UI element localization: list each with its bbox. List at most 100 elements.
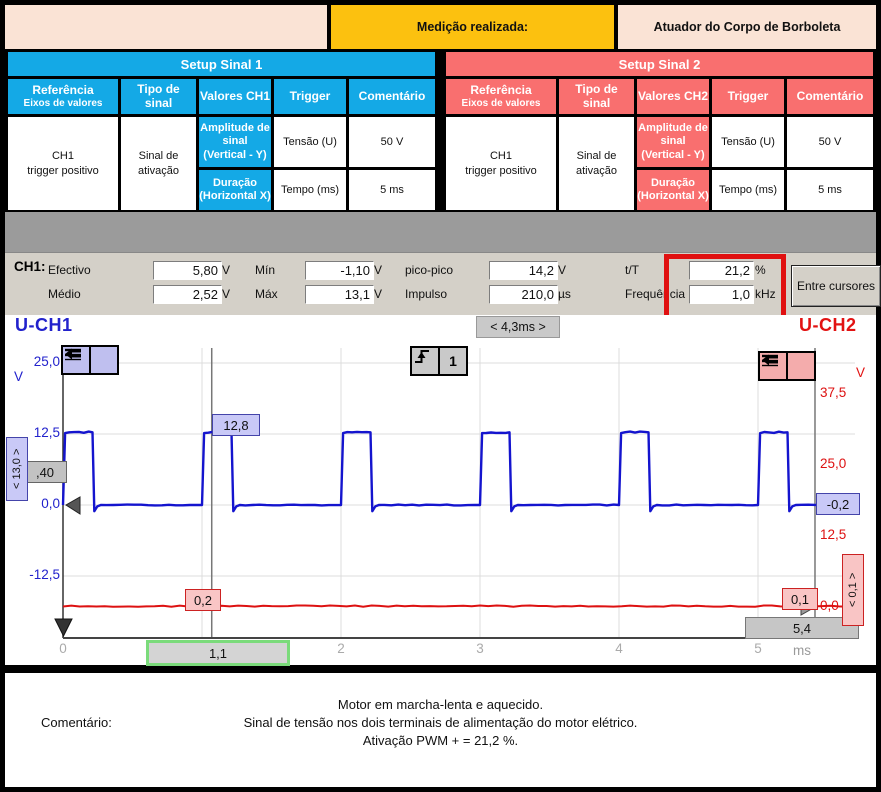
channel-label: CH1: xyxy=(14,259,46,274)
measurement-title-value: Atuador do Corpo de Borboleta xyxy=(618,5,876,49)
table1-col-trigger: Trigger xyxy=(274,79,346,114)
ch2-channel-label: U-CH2 xyxy=(799,315,857,335)
row-label-sub: (Vertical - Y) xyxy=(203,148,267,161)
x-tick-label: 4 xyxy=(615,641,623,656)
ch2-y-tick-label: 37,5 xyxy=(820,384,847,400)
setup-tables: Setup Sinal 1 Referência Eixos de valore… xyxy=(5,49,876,212)
frequencia-unit: kHz xyxy=(755,287,776,301)
table2-comentario-cell: Sinal de ativação xyxy=(559,117,634,210)
ch2-scale-controls xyxy=(758,351,816,381)
ch1-arrow-left-icon[interactable] xyxy=(65,345,119,375)
picopico-label: pico-pico xyxy=(405,263,454,277)
trigger-line1: CH1 xyxy=(489,150,512,163)
table2-amplitude-valor: 50 V xyxy=(787,117,873,167)
table2-col-referencia: Referência Eixos de valores xyxy=(446,79,556,114)
measurement-panel: CH1: Efectivo 5,80 V Médio 2,52 V Mín -1… xyxy=(5,252,881,320)
comment-line-3: Ativação PWM + = 21,2 %. xyxy=(362,733,519,748)
row-label-sub: (Horizontal X) xyxy=(199,190,271,202)
table2-title: Setup Sinal 2 xyxy=(446,52,873,76)
table2-col-valores: Valores CH2 xyxy=(637,79,709,114)
col-tipo-line2: sinal xyxy=(582,95,611,110)
impulso-label: Impulso xyxy=(405,287,448,301)
col-tipo-line1: Tipo de xyxy=(137,81,180,96)
table2-col-trigger: Trigger xyxy=(712,79,784,114)
trigger-edge-icon[interactable] xyxy=(410,346,440,376)
trigger-level-value-box[interactable]: ,40 xyxy=(23,461,67,483)
min-unit: V xyxy=(374,263,383,277)
max-unit: V xyxy=(374,287,383,301)
cursor2-time-box[interactable]: 5,4 xyxy=(745,617,859,639)
ch1-y-tick-label: -12,5 xyxy=(29,567,60,582)
cursor-delta-box[interactable]: < 4,3ms > xyxy=(476,316,560,338)
row-label-sub: (Horizontal X) xyxy=(637,190,709,202)
efectivo-field[interactable]: 5,80 xyxy=(153,261,222,280)
trigger-channel-number[interactable]: 1 xyxy=(438,346,468,376)
ch1-y-tick-label: 12,5 xyxy=(33,425,60,440)
table1-col-valores: Valores CH1 xyxy=(199,79,271,114)
max-label: Máx xyxy=(255,287,278,301)
table1-duracao-valor: 5 ms xyxy=(349,170,435,210)
picopico-field[interactable]: 14,2 xyxy=(489,261,558,280)
table2-col-tipo: Tipo de sinal xyxy=(559,79,634,114)
medio-unit: V xyxy=(222,287,231,301)
cursor2-ch2-value-box[interactable]: 0,1 xyxy=(782,588,818,610)
max-field[interactable]: 13,1 xyxy=(305,285,374,304)
ch2-y-tick-label: 25,0 xyxy=(820,455,847,471)
setup-sinal-1-table: Setup Sinal 1 Referência Eixos de valore… xyxy=(5,49,438,212)
impulso-field[interactable]: 210,0 xyxy=(489,285,558,304)
cursor2-ch1-value-box[interactable]: -0,2 xyxy=(816,493,860,515)
col-tipo-line2: sinal xyxy=(144,95,173,110)
table2-amplitude-tipo: Tensão (U) xyxy=(712,117,784,167)
efectivo-unit: V xyxy=(222,263,231,277)
ch1-y-tick-label: 25,0 xyxy=(33,354,60,369)
measurement-title-label: Medição realizada: xyxy=(331,5,614,49)
row-label: Amplitude de sinal xyxy=(200,122,270,148)
table1-trigger-cell: CH1 trigger positivo xyxy=(8,117,118,210)
oscilloscope-display: U-CH1 < 4,3ms > U-CH2 V V 1 xyxy=(5,315,876,666)
ch1-y-tick-label: 0,0 xyxy=(41,496,60,511)
min-label: Mín xyxy=(255,263,276,277)
table1-row-duracao: Duração (Horizontal X) xyxy=(199,170,271,210)
table1-amplitude-valor: 50 V xyxy=(349,117,435,167)
setup-sinal-2-table: Setup Sinal 2 Referência Eixos de valore… xyxy=(443,49,876,212)
x-tick-label: 5 xyxy=(754,641,762,656)
ch1-channel-label: U-CH1 xyxy=(15,315,73,335)
trigger-controls: 1 xyxy=(410,346,468,376)
table1-amplitude-tipo: Tensão (U) xyxy=(274,117,346,167)
table1-col-comentario: Comentário xyxy=(349,79,435,114)
min-field[interactable]: -1,10 xyxy=(305,261,374,280)
col-tipo-line1: Tipo de xyxy=(575,81,618,96)
ch2-arrow-left-icon[interactable] xyxy=(762,351,816,381)
col-ref-line2: Eixos de valores xyxy=(461,97,541,109)
cursor1-time-box[interactable]: 1,1 xyxy=(146,640,290,666)
ch1-range-box[interactable]: < 13,0 > xyxy=(6,437,28,501)
cursor1-ch1-value-box[interactable]: 12,8 xyxy=(212,414,260,436)
ch1-scale-controls xyxy=(61,345,119,375)
row-label-sub: (Vertical - Y) xyxy=(641,148,705,161)
header-empty-cell xyxy=(5,5,327,49)
medio-field[interactable]: 2,52 xyxy=(153,285,222,304)
tT-label: t/T xyxy=(625,263,639,277)
frequencia-field[interactable]: 1,0 xyxy=(689,285,754,304)
comment-section: Comentário: Motor em marcha-lenta e aque… xyxy=(5,673,876,787)
table2-col-comentario: Comentário xyxy=(787,79,873,114)
entre-cursores-button[interactable]: Entre cursores xyxy=(791,265,881,307)
table2-duracao-valor: 5 ms xyxy=(787,170,873,210)
table1-col-tipo: Tipo de sinal xyxy=(121,79,196,114)
separator-band xyxy=(5,212,876,255)
row-label: Duração xyxy=(650,176,696,189)
col-ref-line2: Eixos de valores xyxy=(23,97,103,109)
table1-col-referencia: Referência Eixos de valores xyxy=(8,79,118,114)
trigger-line1: CH1 xyxy=(51,150,74,163)
efectivo-label: Efectivo xyxy=(48,263,91,277)
duty-cycle-highlight-box xyxy=(664,254,786,320)
impulso-unit: µs xyxy=(558,287,571,301)
ch2-range-box[interactable]: < 0,1 > xyxy=(842,554,864,626)
table1-row-amplitude: Amplitude de sinal (Vertical - Y) xyxy=(199,117,271,167)
table1-title: Setup Sinal 1 xyxy=(8,52,435,76)
tT-field[interactable]: 21,2 xyxy=(689,261,754,280)
cursor1-ch2-value-box[interactable]: 0,2 xyxy=(185,589,221,611)
table1-comentario-cell: Sinal de ativação xyxy=(121,117,196,210)
x-tick-label: 2 xyxy=(337,641,345,656)
x-axis-unit: ms xyxy=(793,643,811,658)
